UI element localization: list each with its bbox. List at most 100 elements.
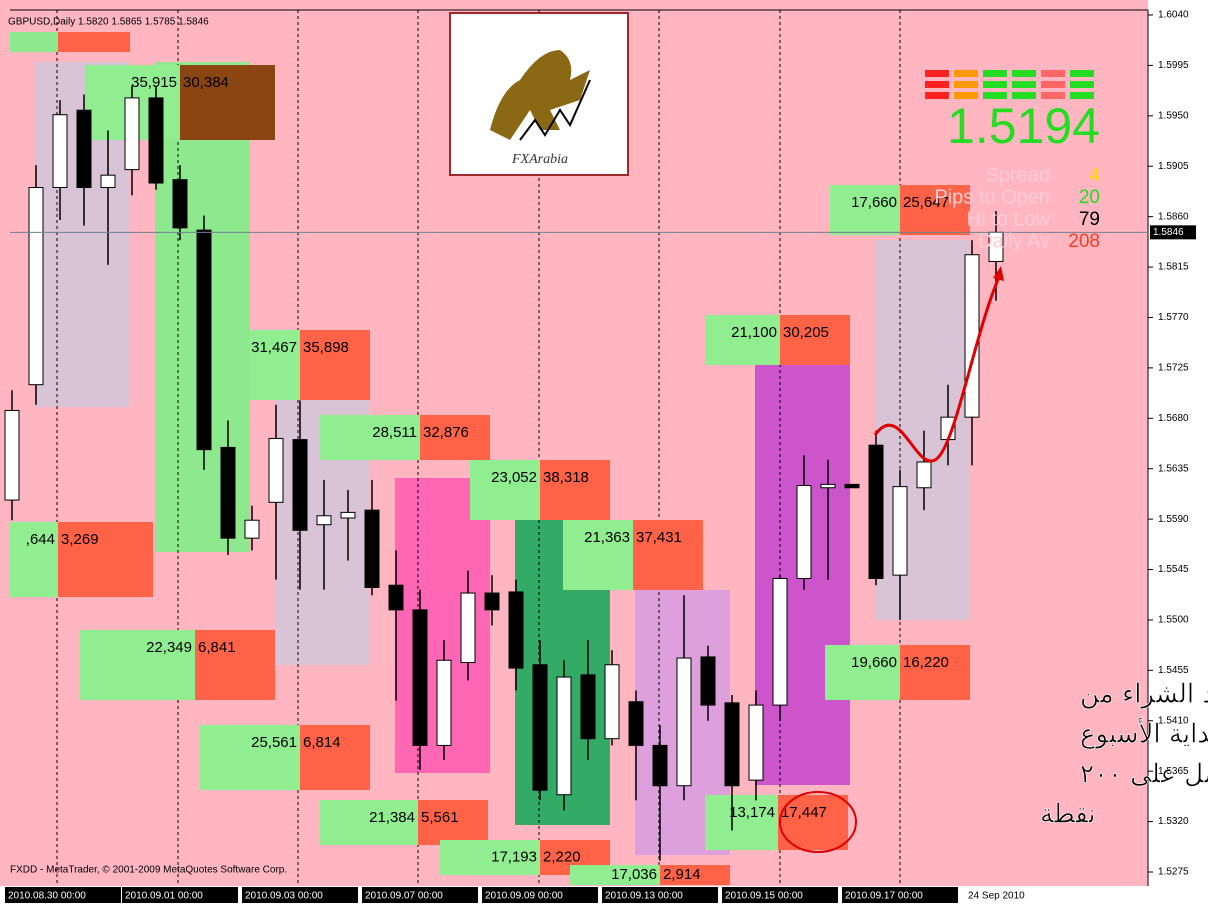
y-tick-label: 1.5545 (1158, 564, 1189, 575)
time-label-bg (122, 887, 238, 903)
note-line: نحصل على ٢٠٠ (1080, 760, 1208, 790)
info-price: 1.5194 (947, 98, 1100, 154)
time-label-bg (362, 887, 478, 903)
candle-body (532, 664, 548, 791)
volume-left-label: 17,660 (851, 194, 897, 211)
volume-left-label: 21,363 (584, 529, 630, 546)
volume-box-right (300, 725, 370, 790)
volume-box-left (10, 522, 58, 597)
volume-left-label: 13,174 (729, 804, 775, 821)
volume-box-left (80, 630, 195, 700)
volume-box-right (420, 415, 490, 460)
time-label-bg (5, 887, 121, 903)
candle-body (388, 584, 404, 611)
volume-right-label: 35,898 (303, 339, 349, 356)
candle-body (316, 515, 332, 526)
y-tick-label: 1.5410 (1158, 715, 1189, 726)
candle-body (412, 609, 428, 746)
candle-body (652, 744, 668, 787)
candle-body (196, 229, 212, 451)
volume-right-label: 30,384 (183, 74, 229, 91)
volume-left-label: 28,511 (372, 424, 417, 441)
volume-left-label: 17,036 (611, 866, 657, 883)
volume-box-right (633, 520, 703, 590)
signal-cell (1012, 81, 1036, 88)
volume-box-right (300, 330, 370, 400)
volume-box-right (780, 315, 850, 365)
y-tick-label: 1.5275 (1158, 867, 1189, 878)
info-label: Daily Av (978, 230, 1050, 252)
note-line: عند الشراء من (1080, 680, 1208, 710)
y-tick-label: 1.5590 (1158, 514, 1189, 525)
info-value: 4 (1089, 165, 1100, 186)
candle-body (508, 591, 524, 669)
signal-cell (1070, 81, 1094, 88)
volume-box-left (563, 520, 633, 590)
price-tag-label: 1.5846 (1153, 227, 1184, 238)
signal-cell (1070, 92, 1094, 99)
volume-right-label: 32,876 (423, 424, 469, 441)
y-tick-label: 1.5905 (1158, 161, 1189, 172)
price-tag (1150, 225, 1196, 240)
volume-box-right (58, 522, 153, 597)
time-label-bg (602, 887, 718, 903)
time-label: 2010.09.13 00:00 (605, 891, 683, 902)
volume-box-left (320, 800, 418, 845)
logo-horse (490, 50, 590, 140)
top-strip (10, 32, 58, 52)
volume-box-left (705, 315, 780, 365)
info-label: Spread (986, 164, 1051, 186)
volume-box-right (418, 800, 488, 845)
logo-arrow (519, 79, 591, 141)
volume-right-label: 6,814 (303, 734, 341, 751)
volume-right-label: 2,914 (663, 866, 701, 883)
candle-body (724, 702, 740, 787)
signal-cell (1041, 70, 1065, 77)
trend-arrow (873, 274, 1002, 463)
candle-body (340, 511, 356, 519)
time-label-bg (482, 887, 598, 903)
candle-body (844, 483, 860, 489)
candle-body (628, 701, 644, 746)
signal-cell (1070, 70, 1094, 77)
candle-body (460, 592, 476, 664)
info-value: 20 (1079, 187, 1100, 208)
arrow-head (993, 266, 1004, 281)
candle-body (364, 509, 380, 588)
volume-left-label: 35,915 (131, 74, 177, 91)
time-label: 2010.09.15 00:00 (725, 891, 803, 902)
time-label-bg (242, 887, 358, 903)
candle-body (220, 446, 236, 539)
signal-cell (983, 81, 1007, 88)
candle-body (124, 97, 140, 171)
signal-cell (925, 81, 949, 88)
candle-body (820, 483, 836, 489)
volume-box-left (250, 330, 300, 400)
time-label: 2010.08.30 00:00 (8, 891, 86, 902)
time-label: 2010.09.07 00:00 (365, 891, 443, 902)
volume-box-left (200, 725, 300, 790)
note-line: بداية الأسبوع (1080, 717, 1208, 750)
info-label: Hi to Low (967, 208, 1051, 230)
candle-body (52, 114, 68, 189)
candle-body (268, 437, 284, 503)
candle-body (4, 409, 20, 501)
volume-box-right (660, 865, 730, 885)
volume-left-label: 31,467 (251, 339, 297, 356)
signal-cell (954, 81, 978, 88)
logo-text: FXArabia (511, 152, 568, 167)
signal-cell (954, 70, 978, 77)
volume-box-left (440, 840, 540, 875)
y-tick-label: 1.5725 (1158, 363, 1189, 374)
signal-cell (925, 92, 949, 99)
circle-mark (779, 791, 857, 853)
candle-body (676, 657, 692, 787)
signal-cell (983, 70, 1007, 77)
candle-body (868, 444, 884, 579)
y-tick-label: 1.5995 (1158, 60, 1189, 71)
candle-body (148, 97, 164, 184)
footer: FXDD - MetaTrader, © 2001-2009 MetaQuote… (10, 865, 287, 876)
time-label: 2010.09.03 00:00 (245, 891, 323, 902)
volume-right-label: 3,269 (61, 531, 99, 548)
